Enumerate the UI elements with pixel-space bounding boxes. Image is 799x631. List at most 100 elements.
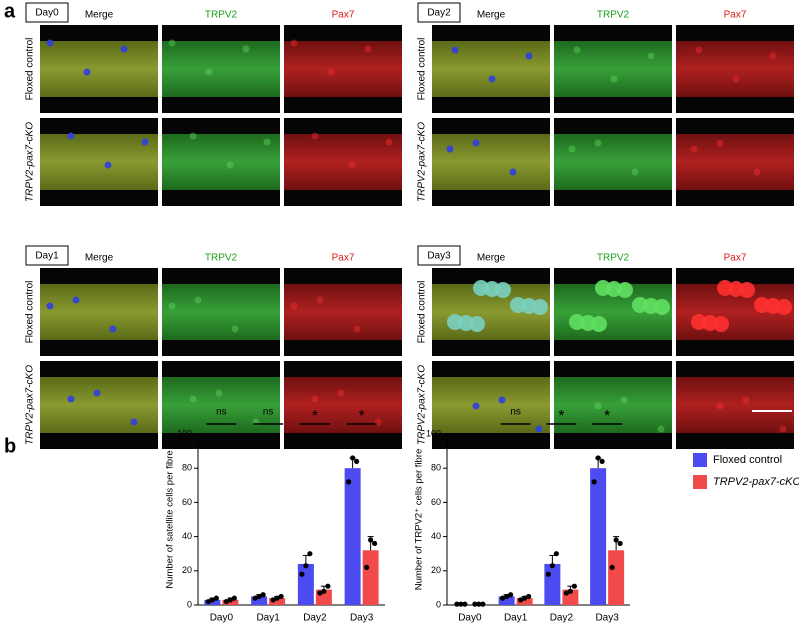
data-point bbox=[231, 595, 237, 601]
nucleus bbox=[594, 139, 602, 147]
fibre bbox=[432, 134, 550, 190]
column-header: Pax7 bbox=[724, 10, 747, 21]
data-point bbox=[500, 595, 506, 601]
x-tick-label: Day0 bbox=[458, 613, 482, 624]
nucleus bbox=[67, 132, 75, 140]
nucleus bbox=[779, 425, 787, 433]
day-box bbox=[417, 245, 461, 266]
data-point bbox=[458, 601, 464, 607]
day-label: Day0 bbox=[35, 8, 59, 19]
x-tick-label: Day2 bbox=[550, 613, 574, 624]
fibre bbox=[284, 41, 402, 97]
column-header: Merge bbox=[477, 253, 506, 264]
y-tick-label: 100 bbox=[177, 428, 192, 438]
data-point bbox=[571, 583, 577, 589]
nucleus bbox=[532, 299, 548, 315]
fibre bbox=[554, 134, 672, 190]
legend-label: Floxed control bbox=[713, 454, 782, 466]
nucleus bbox=[327, 68, 335, 76]
significance-label: ns bbox=[216, 407, 227, 418]
nucleus bbox=[93, 389, 101, 397]
nucleus bbox=[657, 425, 665, 433]
data-point bbox=[480, 601, 486, 607]
column-header: Pax7 bbox=[724, 253, 747, 264]
nucleus bbox=[189, 132, 197, 140]
day-box bbox=[417, 2, 461, 23]
significance-label: * bbox=[558, 408, 564, 425]
bar bbox=[269, 598, 286, 605]
y-tick-label: 100 bbox=[426, 428, 441, 438]
row-label: TRPV2-pax7-cKO bbox=[417, 365, 428, 445]
x-tick-label: Day0 bbox=[210, 613, 234, 624]
column-header: Merge bbox=[477, 10, 506, 21]
data-point bbox=[321, 588, 327, 594]
nucleus bbox=[469, 316, 485, 332]
data-point bbox=[209, 597, 215, 603]
legend-label: TRPV2-pax7-cKO bbox=[713, 476, 799, 488]
data-point bbox=[354, 458, 360, 464]
data-point bbox=[205, 598, 211, 605]
nucleus bbox=[205, 68, 213, 76]
fibre bbox=[284, 134, 402, 190]
nucleus bbox=[488, 75, 496, 83]
bar bbox=[516, 598, 533, 605]
column-header: TRPV2 bbox=[597, 253, 630, 264]
x-tick-label: Day3 bbox=[595, 613, 619, 624]
nucleus bbox=[311, 132, 319, 140]
nucleus bbox=[67, 395, 75, 403]
data-point bbox=[567, 588, 573, 594]
nucleus bbox=[769, 52, 777, 60]
row-label: TRPV2-pax7-cKO bbox=[25, 122, 36, 202]
significance-label: ns bbox=[263, 407, 274, 418]
column-header: Merge bbox=[85, 253, 114, 264]
day-label: Day2 bbox=[427, 8, 451, 19]
nucleus bbox=[189, 395, 197, 403]
fibre bbox=[284, 284, 402, 340]
nucleus bbox=[495, 282, 511, 298]
data-point bbox=[599, 458, 605, 464]
nucleus bbox=[446, 145, 454, 153]
nucleus bbox=[753, 168, 761, 176]
y-tick-label: 60 bbox=[431, 497, 441, 507]
day-label: Day3 bbox=[427, 251, 451, 262]
data-point bbox=[591, 479, 597, 485]
data-point bbox=[364, 564, 370, 570]
data-point bbox=[462, 601, 468, 607]
significance-label: ns bbox=[510, 407, 521, 418]
y-tick-label: 80 bbox=[182, 463, 192, 473]
fibre bbox=[162, 284, 280, 340]
nucleus bbox=[385, 138, 393, 146]
nucleus bbox=[311, 395, 319, 403]
y-tick-label: 0 bbox=[187, 599, 192, 609]
nucleus bbox=[109, 325, 117, 333]
data-point bbox=[270, 597, 276, 603]
data-point bbox=[350, 455, 356, 461]
nucleus bbox=[72, 296, 80, 304]
data-point bbox=[368, 537, 374, 543]
data-point bbox=[252, 595, 258, 601]
fibre bbox=[40, 284, 158, 340]
data-point bbox=[472, 601, 478, 607]
fibre bbox=[676, 41, 794, 97]
nucleus bbox=[690, 145, 698, 153]
fibre bbox=[162, 41, 280, 97]
nucleus bbox=[742, 396, 750, 404]
nucleus bbox=[130, 418, 138, 426]
nucleus bbox=[316, 296, 324, 304]
nucleus bbox=[568, 145, 576, 153]
significance-label: * bbox=[604, 408, 610, 425]
data-point bbox=[553, 551, 559, 557]
data-point bbox=[518, 597, 524, 603]
nucleus bbox=[337, 389, 345, 397]
nucleus bbox=[472, 402, 480, 410]
day-box bbox=[25, 245, 69, 266]
fibre bbox=[432, 377, 550, 433]
data-point bbox=[274, 595, 280, 601]
nucleus bbox=[120, 45, 128, 53]
data-point bbox=[346, 479, 352, 485]
data-point bbox=[595, 455, 601, 461]
data-point bbox=[278, 593, 284, 600]
data-point bbox=[508, 592, 514, 598]
nucleus bbox=[290, 39, 298, 47]
